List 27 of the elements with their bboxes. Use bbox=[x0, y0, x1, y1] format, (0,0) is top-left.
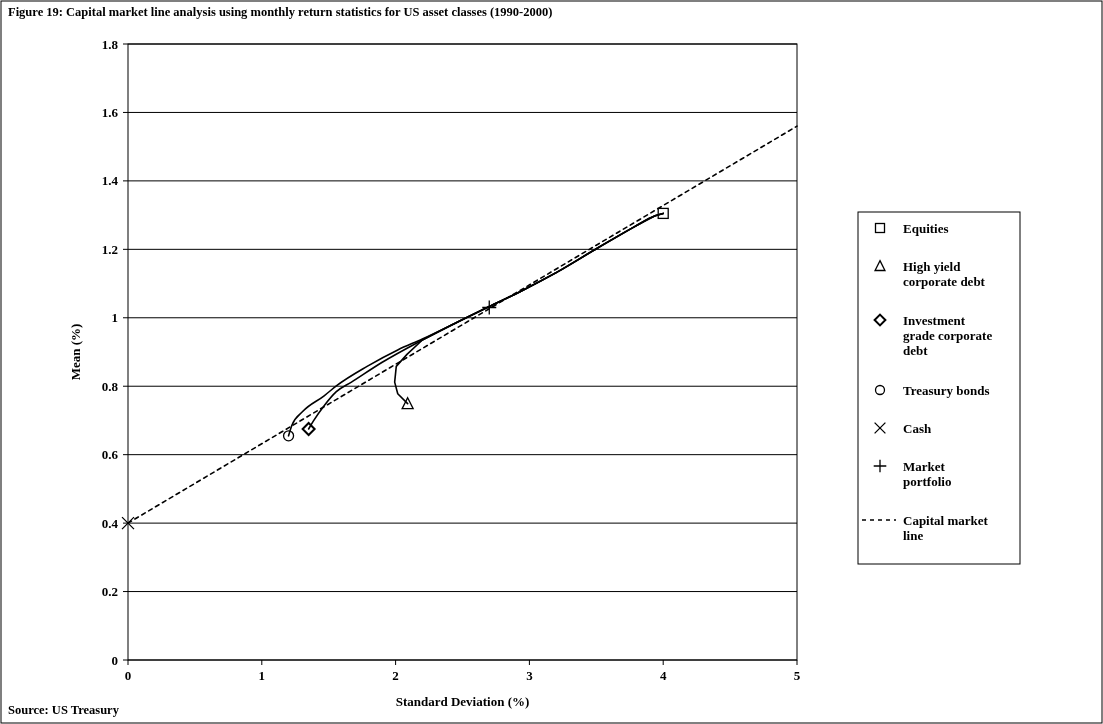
legend-label: Market portfolio bbox=[903, 458, 952, 489]
x-tick-label: 4 bbox=[659, 668, 667, 683]
x-tick-label: 2 bbox=[392, 668, 399, 683]
y-tick-label: 1.8 bbox=[101, 36, 119, 52]
y-tick-label: 0.8 bbox=[101, 378, 119, 394]
x-tick-label: 5 bbox=[793, 668, 801, 683]
legend-label: Cash bbox=[903, 420, 932, 436]
x-tick-label: 0 bbox=[124, 668, 132, 683]
x-axis-title: Standard Deviation (%) bbox=[395, 694, 530, 709]
y-tick-label: 0 bbox=[111, 652, 118, 668]
legend-label: High yield corporate debt bbox=[903, 258, 986, 289]
source-note: Source: US Treasury bbox=[8, 703, 120, 717]
y-axis-title: Mean (%) bbox=[68, 323, 83, 381]
y-tick-label: 1.4 bbox=[101, 173, 119, 189]
y-tick-label: 0.2 bbox=[101, 584, 118, 600]
legend-label: Treasury bonds bbox=[903, 382, 990, 398]
y-tick-label: 0.6 bbox=[101, 447, 119, 463]
legend-label: Capital market line bbox=[903, 512, 989, 543]
y-tick-label: 1 bbox=[111, 310, 118, 326]
y-tick-label: 1.2 bbox=[101, 241, 118, 257]
x-tick-label: 1 bbox=[258, 668, 266, 683]
legend-label: Investment grade corporate debt bbox=[903, 312, 993, 358]
x-tick-label: 3 bbox=[526, 668, 534, 683]
legend-label: Equities bbox=[903, 220, 949, 236]
y-tick-label: 0.4 bbox=[101, 515, 119, 531]
y-tick-label: 1.6 bbox=[101, 104, 119, 120]
chart-title: Figure 19: Capital market line analysis using monthly return statistics for US asset classes (1990-2000) bbox=[8, 5, 553, 19]
